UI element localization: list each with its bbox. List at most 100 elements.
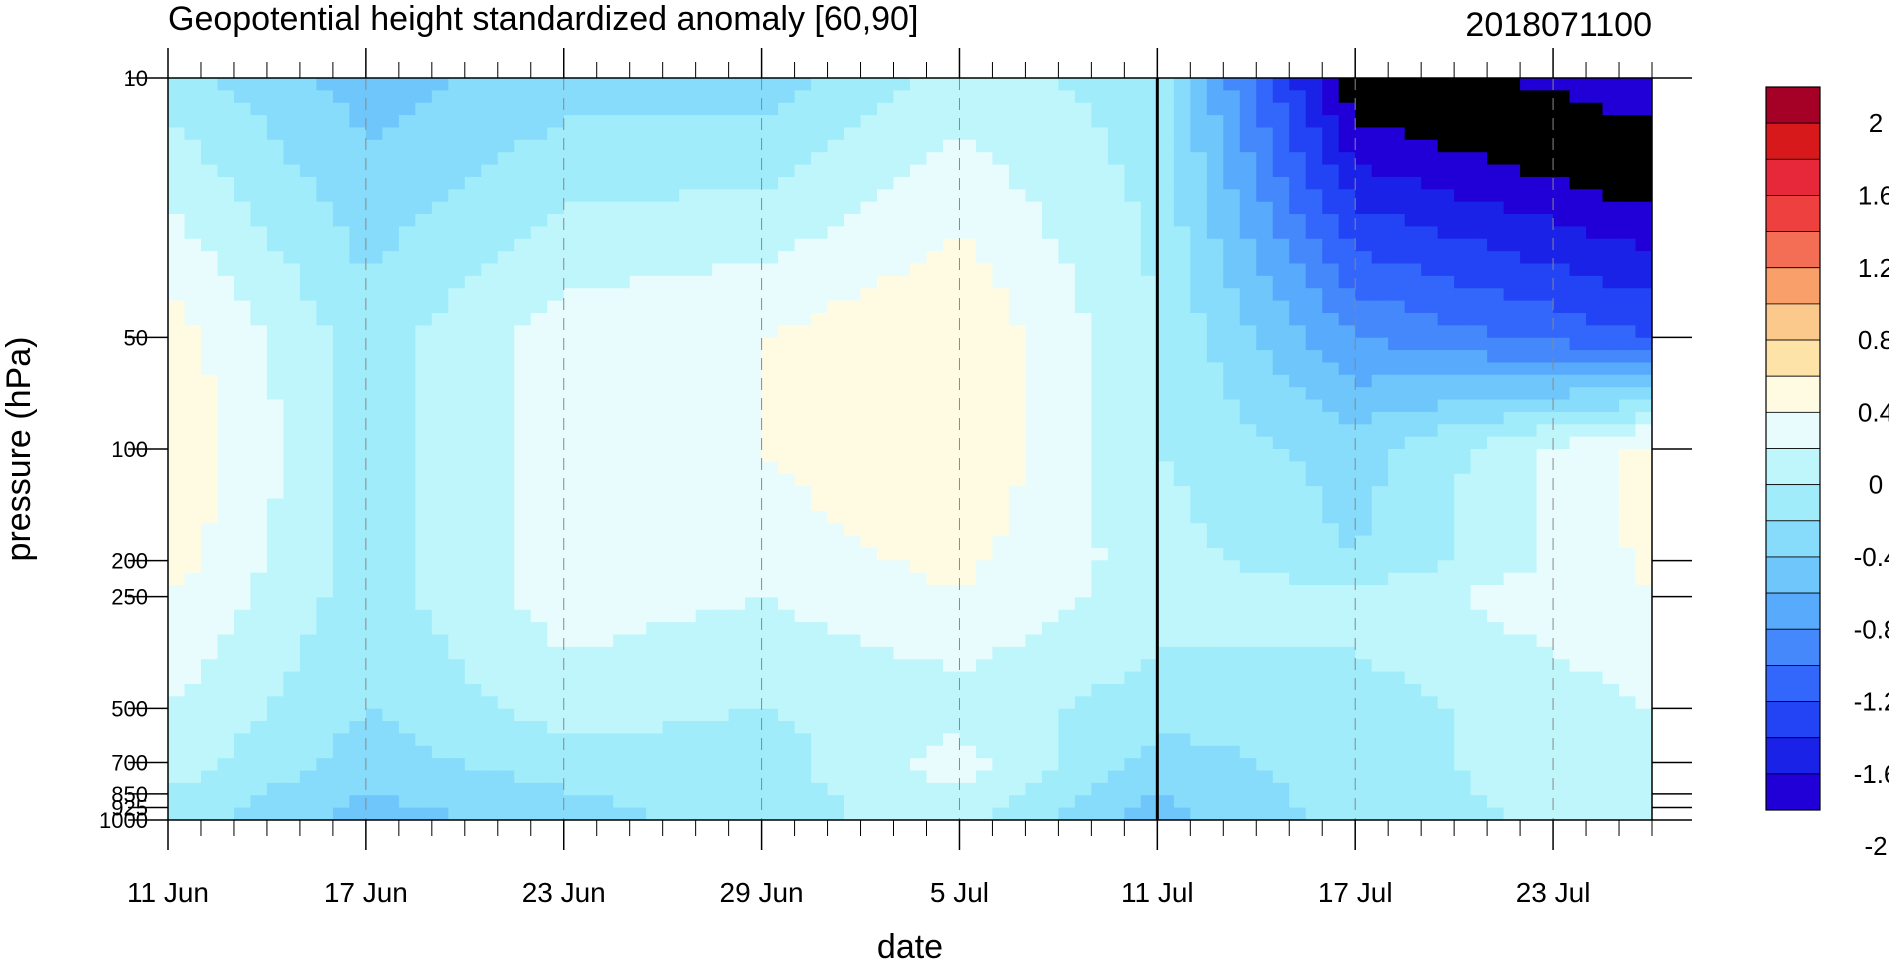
field-cell	[1305, 275, 1323, 289]
field-cell	[1355, 523, 1373, 537]
field-cell	[200, 436, 219, 450]
field-cell	[1008, 176, 1027, 190]
field-cell	[1371, 436, 1389, 450]
field-cell	[365, 275, 383, 289]
field-cell	[893, 424, 911, 438]
field-cell	[992, 745, 1010, 759]
field-cell	[1586, 659, 1604, 673]
field-cell	[975, 708, 994, 722]
field-cell	[1239, 745, 1257, 759]
field-cell	[1223, 622, 1241, 636]
field-cell	[1371, 226, 1389, 240]
field-cell	[926, 275, 944, 289]
field-cell	[1536, 350, 1554, 364]
field-cell	[200, 758, 219, 772]
field-cell	[365, 572, 383, 586]
field-cell	[877, 374, 895, 388]
field-cell	[1470, 362, 1488, 376]
field-cell	[448, 745, 466, 759]
field-cell	[497, 510, 515, 524]
field-cell	[349, 275, 367, 289]
field-cell	[1536, 115, 1554, 129]
field-cell	[1421, 708, 1439, 722]
field-cell	[844, 498, 862, 512]
field-cell	[497, 263, 515, 277]
field-cell	[1157, 127, 1175, 141]
field-cell	[893, 683, 911, 697]
field-cell	[646, 176, 664, 190]
field-cell	[860, 572, 878, 586]
field-cell	[942, 164, 961, 178]
field-cell	[827, 424, 845, 438]
field-cell	[1421, 486, 1439, 500]
field-cell	[1025, 275, 1043, 289]
field-cell	[1586, 411, 1604, 425]
field-cell	[1586, 362, 1604, 376]
field-cell	[827, 585, 845, 598]
field-cell	[1008, 547, 1027, 561]
field-cell	[975, 486, 994, 500]
field-cell	[844, 683, 862, 697]
field-cell	[761, 189, 779, 203]
field-cell	[514, 139, 532, 153]
field-cell	[514, 646, 532, 660]
field-cell	[464, 226, 482, 240]
field-cell	[1553, 572, 1571, 586]
field-cell	[975, 78, 994, 91]
field-cell	[1173, 461, 1191, 475]
field-cell	[530, 708, 548, 722]
field-cell	[1487, 572, 1505, 586]
field-cell	[217, 139, 235, 153]
field-cell	[1355, 176, 1373, 190]
field-cell	[1487, 214, 1505, 227]
field-cell	[1536, 312, 1554, 326]
field-cell	[1074, 745, 1092, 759]
field-cell	[695, 671, 713, 685]
field-cell	[893, 510, 911, 524]
field-cell	[1355, 189, 1373, 203]
field-cell	[695, 560, 713, 574]
field-cell	[530, 585, 548, 598]
field-cell	[547, 498, 565, 512]
field-cell	[959, 251, 977, 265]
field-cell	[1058, 102, 1076, 116]
field-cell	[266, 745, 285, 759]
field-cell	[728, 696, 746, 710]
field-cell	[464, 214, 482, 227]
field-cell	[1256, 510, 1274, 524]
field-cell	[1470, 263, 1488, 277]
field-cell	[316, 449, 334, 462]
field-cell	[1553, 609, 1571, 623]
field-cell	[844, 115, 862, 129]
field-cell	[1520, 535, 1538, 549]
field-cell	[794, 696, 812, 710]
field-cell	[547, 708, 565, 722]
field-cell	[893, 721, 911, 735]
field-cell	[679, 411, 697, 425]
field-cell	[1173, 399, 1191, 413]
field-cell	[646, 585, 664, 598]
field-cell	[464, 510, 482, 524]
field-cell	[1454, 374, 1472, 388]
field-cell	[662, 622, 680, 636]
field-cell	[1322, 78, 1340, 91]
field-cell	[942, 399, 961, 413]
field-cell	[596, 115, 614, 129]
field-cell	[860, 547, 878, 561]
field-cell	[530, 399, 548, 413]
field-cell	[926, 424, 944, 438]
field-cell	[1041, 683, 1059, 697]
field-cell	[629, 226, 647, 240]
field-cell	[299, 535, 317, 549]
field-cell	[794, 523, 812, 537]
field-cell	[1338, 424, 1356, 438]
field-cell	[827, 238, 845, 252]
field-cell	[1322, 745, 1340, 759]
field-cell	[1157, 263, 1175, 277]
field-cell	[580, 424, 598, 438]
field-cell	[1124, 288, 1142, 302]
field-cell	[728, 473, 746, 487]
field-cell	[794, 585, 812, 598]
field-cell	[1239, 374, 1257, 388]
field-cell	[1289, 362, 1307, 376]
